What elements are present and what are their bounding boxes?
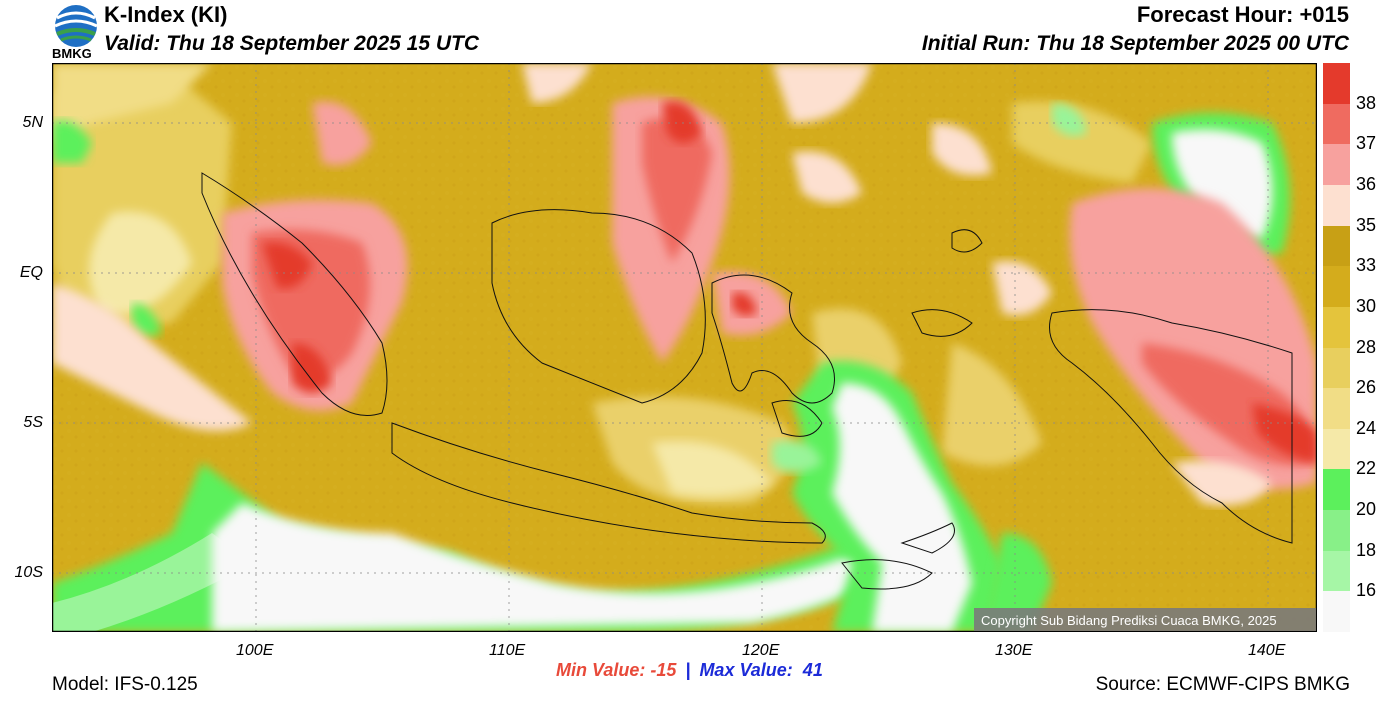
valid-time: Valid: Thu 18 September 2025 15 UTC bbox=[104, 32, 480, 55]
coastlines bbox=[201, 172, 1293, 590]
colorbar-swatch bbox=[1323, 347, 1350, 389]
colorbar bbox=[1323, 63, 1350, 633]
page-title: K-Index (KI) bbox=[104, 2, 228, 27]
colorbar-label: 20 bbox=[1356, 499, 1377, 520]
colorbar-label: 24 bbox=[1356, 417, 1377, 438]
model-label: Model: IFS-0.125 bbox=[52, 674, 198, 695]
colorbar-label: 35 bbox=[1356, 214, 1377, 235]
value-stats: Min Value: -15 | Max Value: 41 bbox=[556, 660, 823, 681]
bmkg-globe-icon bbox=[54, 5, 98, 47]
lon-label-100e: 100E bbox=[236, 642, 274, 659]
lon-label-110e: 110E bbox=[489, 642, 526, 659]
colorbar-label: 37 bbox=[1356, 133, 1377, 154]
colorbar-label: 36 bbox=[1356, 173, 1377, 194]
colorbar-swatch bbox=[1323, 266, 1350, 308]
bmkg-logo: BMKG bbox=[52, 2, 100, 62]
colorbar-label: 33 bbox=[1356, 255, 1377, 276]
colorbar-label: 30 bbox=[1356, 295, 1377, 316]
colorbar-label: 26 bbox=[1356, 377, 1377, 398]
colorbar-swatch bbox=[1323, 388, 1350, 430]
index-field bbox=[52, 63, 1317, 632]
colorbar-label: 28 bbox=[1356, 336, 1377, 357]
min-value: Min Value: -15 bbox=[556, 660, 677, 680]
colorbar-label: 38 bbox=[1356, 92, 1377, 113]
lat-label-10s: 10S bbox=[14, 564, 43, 581]
colorbar-swatch bbox=[1323, 225, 1350, 267]
colorbar-label: 16 bbox=[1356, 580, 1377, 601]
colorbar-swatch bbox=[1323, 63, 1350, 105]
forecast-hour: Forecast Hour: +015 bbox=[1136, 2, 1349, 27]
colorbar-swatch bbox=[1323, 184, 1350, 227]
lon-label-140e: 140E bbox=[1248, 642, 1286, 659]
stats-separator: | bbox=[685, 660, 691, 680]
colorbar-swatch bbox=[1323, 591, 1350, 633]
bmkg-logo-text: BMKG bbox=[52, 46, 92, 61]
colorbar-swatch bbox=[1323, 306, 1350, 348]
source-label: Source: ECMWF-CIPS BMKG bbox=[1095, 674, 1350, 695]
lon-label-130e: 130E bbox=[995, 642, 1033, 659]
colorbar-swatch bbox=[1323, 469, 1350, 511]
colorbar-swatch bbox=[1323, 144, 1350, 186]
max-value: Max Value: 41 bbox=[699, 660, 823, 680]
colorbar-swatch bbox=[1323, 550, 1350, 592]
initial-run: Initial Run: Thu 18 September 2025 00 UT… bbox=[921, 32, 1349, 55]
copyright-text: Copyright Sub Bidang Prediksi Cuaca BMKG… bbox=[981, 613, 1277, 628]
lat-label-eq: EQ bbox=[19, 264, 43, 281]
k-index-map: Copyright Sub Bidang Prediksi Cuaca BMKG… bbox=[52, 63, 1317, 632]
colorbar-label: 18 bbox=[1356, 539, 1377, 560]
colorbar-swatch bbox=[1323, 510, 1350, 552]
colorbar-labels: 38 37 36 35 33 30 28 26 24 22 20 18 16 bbox=[1354, 63, 1394, 632]
lon-label-120e: 120E bbox=[742, 642, 780, 659]
lat-label-5n: 5N bbox=[22, 114, 43, 131]
colorbar-label: 22 bbox=[1356, 458, 1377, 479]
lat-label-5s: 5S bbox=[23, 414, 43, 431]
colorbar-swatch bbox=[1323, 428, 1350, 470]
graticule bbox=[52, 63, 1317, 632]
colorbar-swatch bbox=[1323, 103, 1350, 145]
